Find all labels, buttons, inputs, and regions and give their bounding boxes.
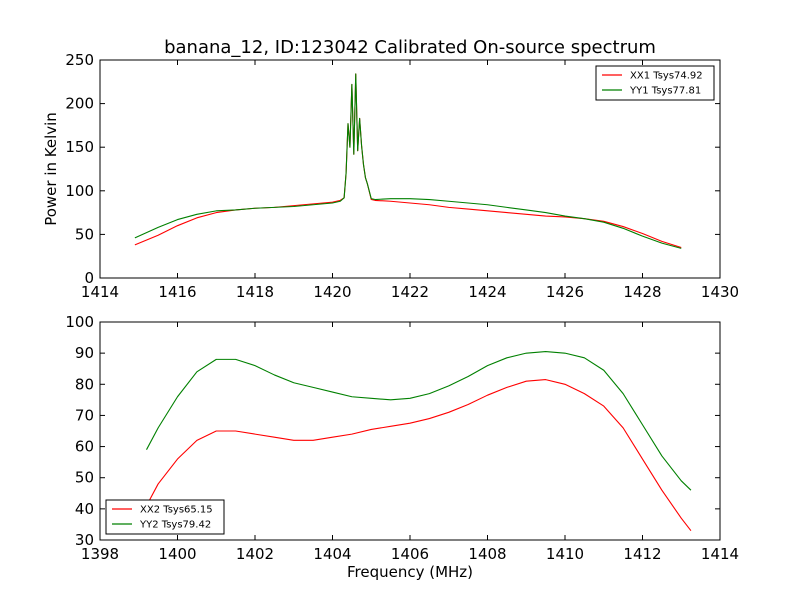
x-tick-label: 1414 [81, 283, 119, 301]
series-line-xx-plot-2 [146, 379, 692, 531]
x-tick-label: 1404 [313, 545, 351, 563]
figure-title: banana_12, ID:123042 Calibrated On-sourc… [164, 37, 656, 58]
x-tick-label: 1430 [701, 283, 739, 301]
y-tick-label: 90 [75, 344, 94, 362]
x-tick-label: 1412 [623, 545, 661, 563]
x-tick-label: 1420 [313, 283, 351, 301]
x-tick-label: 1416 [158, 283, 196, 301]
x-axis-label: Frequency (MHz) [347, 563, 473, 581]
x-tick-label: 1400 [158, 545, 196, 563]
x-tick-label: 1406 [391, 545, 429, 563]
y-tick-label: 30 [75, 531, 94, 549]
x-tick-label: 1426 [546, 283, 584, 301]
legend-plot-2: XX2 Tsys65.15 YY2 Tsys79.42 [105, 499, 225, 535]
y-tick-label: 100 [65, 182, 94, 200]
y-tick-label: 40 [75, 500, 94, 518]
y-tick-label: 150 [65, 138, 94, 156]
x-tick-label: 1414 [701, 545, 739, 563]
y-tick-label: 50 [75, 469, 94, 487]
y-tick-label: 80 [75, 375, 94, 393]
bottom-plot: 1398 1400 1402 1404 1406 1408 1410 1412 1414 30 40… [65, 313, 739, 581]
x-tick-label: 1418 [236, 283, 274, 301]
y-axis-label: Power in Kelvin [42, 112, 60, 226]
series-line-yy-plot-1 [134, 73, 682, 249]
top-plot: 1414 1416 1418 1420 1422 1424 1426 1428 1430 0 50 1… [42, 51, 739, 301]
legend-entry: XX1 Tsys74.92 [630, 71, 703, 82]
x-tick-label: 1428 [623, 283, 661, 301]
y-tick-label: 0 [84, 269, 94, 287]
x-tick-label: 1410 [546, 545, 584, 563]
x-tick-label: 1424 [468, 283, 506, 301]
legend-box [105, 499, 225, 535]
series-line-yy-plot-2 [146, 351, 692, 491]
x-tick-label: 1408 [468, 545, 506, 563]
y-tick-label: 200 [65, 95, 94, 113]
legend-plot-1: XX1 Tsys74.92 YY1 Tsys77.81 [595, 65, 715, 101]
y-tick-label: 250 [65, 51, 94, 69]
x-tick-label: 1398 [81, 545, 119, 563]
y-tick-label: 70 [75, 406, 94, 424]
legend-entry: YY1 Tsys77.81 [629, 86, 701, 97]
y-tick-label: 100 [65, 313, 94, 331]
legend-box [595, 65, 715, 101]
x-tick-label: 1402 [236, 545, 274, 563]
legend-entry: XX2 Tsys65.15 [140, 505, 213, 516]
y-tick-label: 50 [75, 225, 94, 243]
legend-entry: YY2 Tsys79.42 [139, 520, 211, 531]
y-tick-label: 60 [75, 438, 94, 456]
x-tick-label: 1422 [391, 283, 429, 301]
